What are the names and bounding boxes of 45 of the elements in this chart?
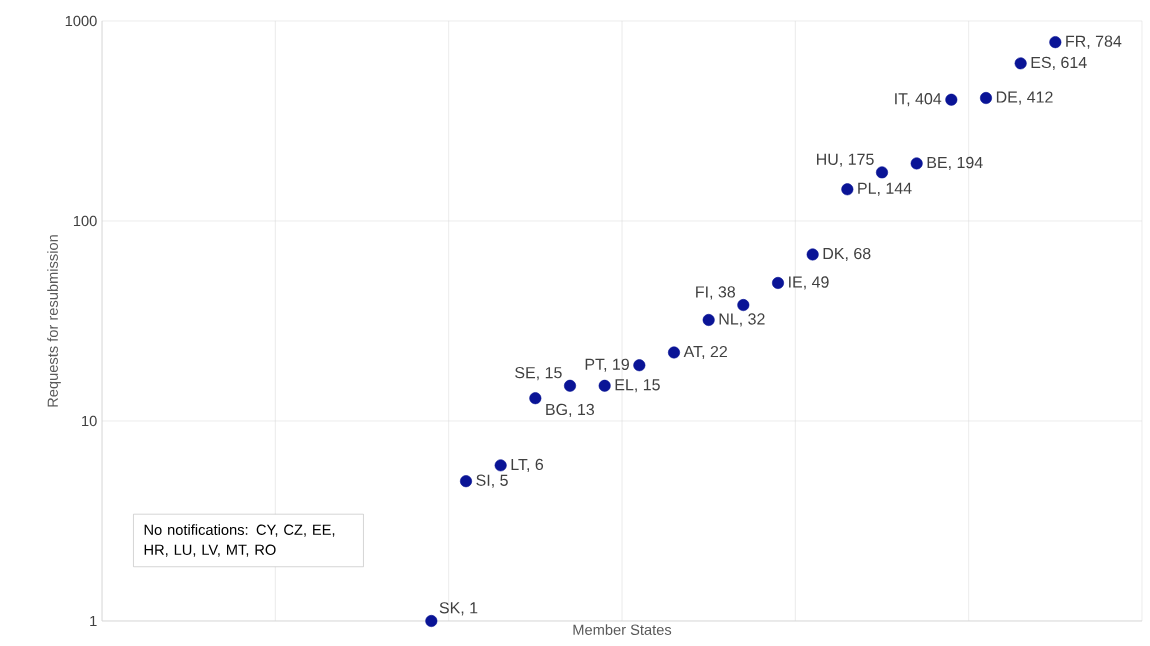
- data-label: LT, 6: [511, 458, 544, 472]
- point: [806, 248, 819, 261]
- data-label: PT, 19: [585, 358, 629, 372]
- data-label: ES, 614: [1031, 56, 1087, 70]
- point: [772, 276, 784, 289]
- point: [910, 157, 923, 170]
- data-label: BG, 13: [546, 403, 595, 418]
- data-label: IE, 49: [789, 276, 829, 290]
- point: [945, 93, 958, 106]
- data-label: FI, 38: [696, 286, 736, 300]
- point: [425, 614, 438, 627]
- point: [875, 166, 888, 179]
- point: [737, 299, 750, 312]
- data-label: BE, 194: [927, 156, 983, 171]
- point: [1049, 36, 1062, 49]
- point: [702, 313, 715, 326]
- data-label: DE, 412: [996, 91, 1053, 105]
- y-axis-title: Requests for resubmission: [47, 235, 61, 407]
- point: [1014, 57, 1027, 70]
- point: [564, 379, 577, 392]
- data-label: EL, 15: [615, 379, 660, 393]
- x-axis-title: Member States: [573, 624, 672, 635]
- y-tick-label: 10: [82, 415, 97, 427]
- y-tick-label: 1000: [65, 15, 97, 27]
- point: [841, 183, 854, 196]
- point: [633, 359, 646, 372]
- data-label: NL, 32: [719, 313, 765, 327]
- point: [529, 392, 542, 405]
- data-label: DK, 68: [823, 247, 871, 262]
- point: [668, 346, 680, 359]
- point: [598, 379, 611, 392]
- data-label: IT, 404: [895, 93, 942, 107]
- data-label: SE, 15: [515, 366, 562, 381]
- point: [980, 92, 992, 105]
- point: [460, 475, 473, 488]
- annotation: No notifications: CY, CZ, EE, HR, LU, LV, MT, RO: [144, 524, 335, 557]
- data-label: SI, 5: [476, 474, 508, 488]
- y-tick-label: 1: [90, 615, 97, 627]
- data-label: HU, 175: [817, 153, 874, 167]
- data-label: AT, 22: [683, 345, 727, 360]
- point: [494, 459, 507, 472]
- data-label: FR, 784: [1066, 35, 1122, 49]
- data-label: PL, 144: [858, 182, 912, 196]
- data-label: SK, 1: [439, 602, 478, 616]
- y-tick-label: 100: [73, 215, 97, 227]
